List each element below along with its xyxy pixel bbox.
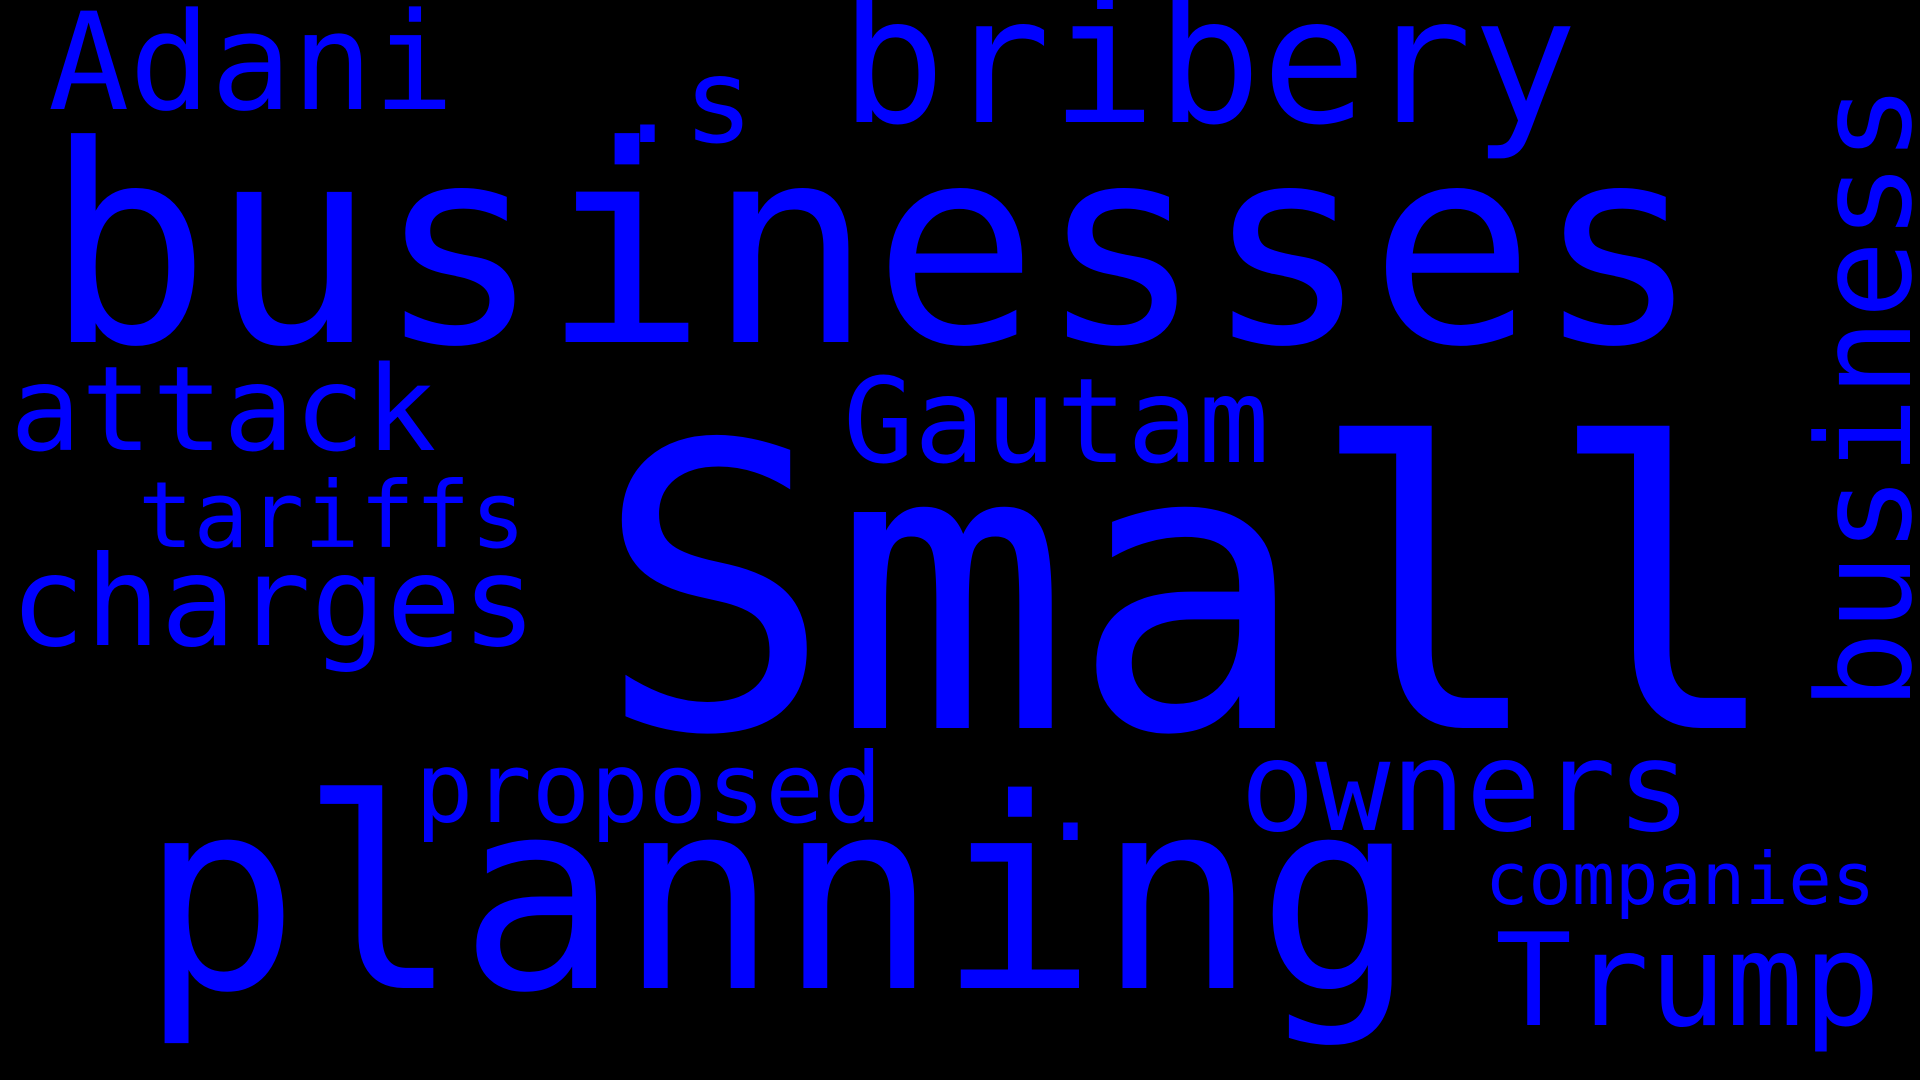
word-small: Small — [595, 362, 1785, 822]
word-proposed: proposed — [415, 732, 883, 845]
word-businesses: businesses — [45, 87, 1701, 407]
word-tariffs: tariffs — [138, 462, 526, 569]
word-planning: planning — [140, 743, 1417, 1051]
word-business: business — [1789, 83, 1920, 710]
word-attack: attack — [10, 340, 437, 478]
word-bribery: bribery — [840, 0, 1578, 164]
word-trump: Trump — [1495, 907, 1881, 1056]
word-charges: charges — [10, 530, 537, 675]
word-gautam: Gautam — [843, 352, 1270, 490]
word-dot: . — [1035, 730, 1107, 868]
word-companies: companies — [1485, 837, 1876, 921]
word-owners: owners — [1240, 715, 1692, 860]
word-adani: Adani — [48, 0, 455, 141]
word-s: .s — [612, 32, 755, 170]
